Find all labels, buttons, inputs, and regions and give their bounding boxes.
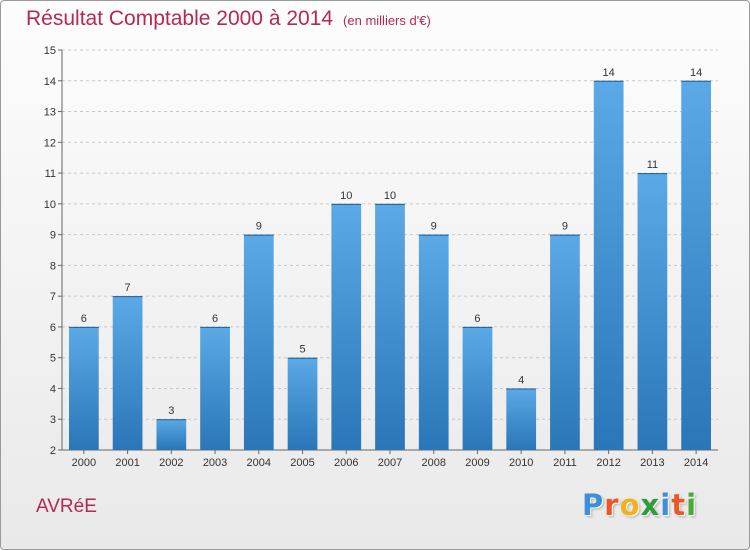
x-tick-label: 2007 [378, 457, 402, 469]
bar-2001 [112, 296, 143, 450]
y-tick-label: 10 [44, 199, 56, 211]
bar-2012 [593, 80, 624, 451]
x-tick-label: 2006 [334, 457, 358, 469]
x-tick-label: 2003 [203, 457, 227, 469]
data-label: 4 [518, 374, 524, 386]
y-tick-label: 9 [50, 230, 56, 242]
bar-2006 [331, 203, 362, 450]
chart-title: Résultat Comptable 2000 à 2014 (en millie… [26, 7, 431, 31]
logo-letter: t [671, 488, 687, 522]
y-tick-label: 3 [50, 414, 56, 426]
x-tick-label: 2010 [509, 457, 533, 469]
x-tick-label: 2008 [421, 457, 445, 469]
y-tick-label: 15 [44, 45, 56, 57]
y-tick-label: 5 [50, 353, 56, 365]
data-label: 6 [212, 313, 218, 325]
logo-letter: i [660, 488, 672, 522]
bar-layer [68, 80, 712, 451]
data-label: 9 [562, 221, 568, 233]
data-label: 10 [340, 190, 352, 202]
logo-letter: x [640, 488, 661, 522]
unit-label: (en milliers d'€) [343, 13, 431, 28]
data-label: 3 [168, 405, 174, 417]
bar-2005 [287, 357, 318, 450]
bar-2014 [681, 80, 712, 451]
x-tick-label: 2009 [465, 457, 489, 469]
x-tick-label: 2001 [115, 457, 139, 469]
data-label: 5 [299, 344, 305, 356]
x-tick-label: 2000 [72, 457, 96, 469]
proxiti-logo[interactable]: Proxiti [582, 488, 697, 522]
bar-2003 [200, 326, 230, 450]
y-tick-label: 14 [44, 76, 56, 88]
y-tick-label: 7 [50, 291, 56, 303]
label-layer: 6 7 3 6 9 5 10 10 9 6 4 9 14 11 14 [81, 67, 702, 417]
x-tick-label: 2005 [290, 457, 314, 469]
y-tick-label: 4 [50, 383, 56, 395]
axis-layer: 2 3 4 5 6 7 8 9 10 11 12 13 14 15 2000 2001 2002 2003 2004… [44, 45, 718, 469]
bar-2007 [375, 203, 405, 450]
data-label: 9 [256, 221, 262, 233]
data-label: 14 [603, 67, 615, 79]
y-tick-label: 12 [44, 137, 56, 149]
x-tick-label: 2011 [553, 457, 577, 469]
commune-name: AVRéE [36, 496, 97, 517]
x-tick-label: 2014 [684, 457, 708, 469]
bar-2008 [418, 234, 449, 450]
bar-2002 [156, 419, 187, 450]
bar-2013 [637, 173, 668, 451]
data-label: 14 [690, 67, 702, 79]
data-label: 11 [647, 159, 658, 171]
logo-letter: r [604, 488, 620, 522]
x-tick-label: 2013 [640, 457, 664, 469]
bar-2000 [68, 326, 99, 450]
data-label: 6 [474, 313, 480, 325]
data-label: 10 [384, 190, 396, 202]
data-label: 7 [125, 282, 131, 294]
bar-2004 [243, 234, 274, 450]
y-tick-label: 6 [50, 322, 56, 334]
x-tick-label: 2012 [596, 457, 620, 469]
bar-2009 [462, 326, 493, 450]
logo-letter: i [686, 488, 698, 522]
logo-letter: o [619, 488, 641, 522]
y-tick-label: 8 [50, 260, 56, 272]
x-tick-label: 2004 [247, 457, 271, 469]
bar-2010 [506, 388, 537, 450]
bar-2011 [550, 234, 580, 450]
y-tick-label: 13 [44, 107, 56, 119]
logo-letter: P [582, 488, 605, 522]
y-tick-label: 11 [45, 168, 56, 180]
y-tick-label: 2 [50, 445, 56, 457]
title-text: Résultat Comptable 2000 à 2014 [26, 7, 334, 30]
x-tick-label: 2002 [159, 457, 183, 469]
data-label: 6 [81, 313, 87, 325]
data-label: 9 [431, 221, 437, 233]
